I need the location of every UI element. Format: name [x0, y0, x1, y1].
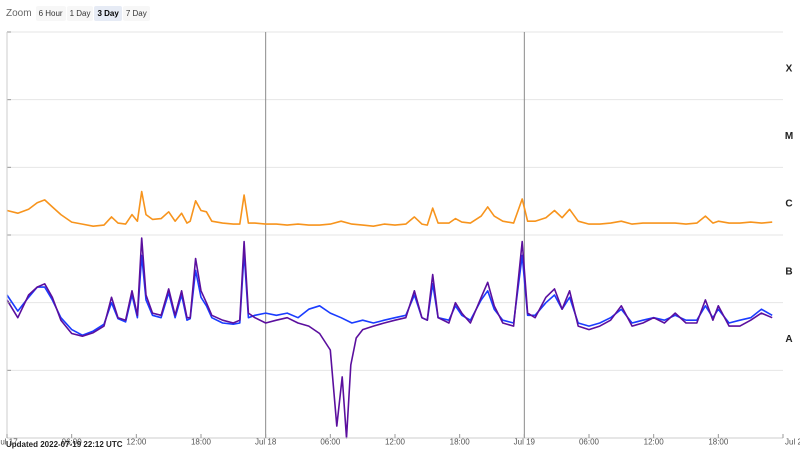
- chart-series: [6, 190, 773, 439]
- flare-class-label-a: A: [785, 334, 792, 345]
- series-line-1: [6, 251, 773, 336]
- series-line-0: [6, 190, 773, 227]
- zoom-6-hour-button[interactable]: 6 Hour: [35, 5, 66, 21]
- x-tick-label: Jul 19: [514, 438, 536, 447]
- zoom-7-day-button[interactable]: 7 Day: [122, 5, 150, 21]
- updated-timestamp: Updated 2022-07-19 22:12 UTC: [6, 440, 123, 449]
- zoom-label: Zoom: [6, 7, 32, 19]
- x-tick-label: Jul 17: [0, 438, 18, 447]
- zoom-bar: Zoom 6 Hour 1 Day 3 Day 7 Day: [6, 4, 151, 22]
- x-tick-label: Jul 20: [785, 438, 800, 447]
- x-tick-label: 12:00: [385, 438, 406, 447]
- x-tick-label: 12:00: [126, 438, 147, 447]
- chart-axes: Jul 17 06:00 12:00 18:00 Jul 18 06:00 12:00 18:…: [0, 31, 800, 447]
- x-tick-label: 12:00: [644, 438, 665, 447]
- x-tick-label: 06:00: [62, 438, 83, 447]
- x-tick-label: Jul 18: [255, 438, 277, 447]
- flare-class-label-b: B: [785, 266, 792, 277]
- x-tick-label: 06:00: [579, 438, 600, 447]
- series-line-2: [6, 237, 773, 439]
- x-tick-label: 18:00: [191, 438, 212, 447]
- flare-class-label-x: X: [786, 63, 793, 74]
- chart-grid: [7, 31, 783, 438]
- x-tick-label: 18:00: [708, 438, 729, 447]
- flare-class-label-c: C: [785, 199, 792, 210]
- x-tick-label: 06:00: [320, 438, 341, 447]
- flare-class-label-m: M: [785, 131, 793, 142]
- x-tick-label: 18:00: [450, 438, 471, 447]
- zoom-3-day-button[interactable]: 3 Day: [94, 5, 122, 21]
- zoom-1-day-button[interactable]: 1 Day: [66, 5, 94, 21]
